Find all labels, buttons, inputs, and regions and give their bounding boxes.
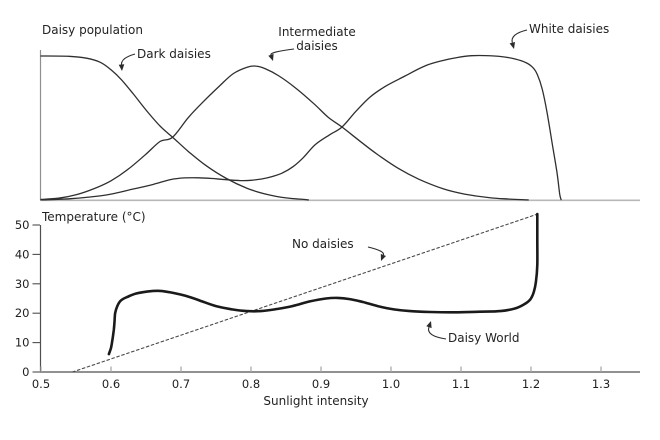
curve-white-daisies [40,54,562,201]
arrow-line-intermediate-daisies [270,48,295,55]
white-daisies-label: White daisies [529,22,610,36]
x-axis-title: Sunlight intensity [263,394,369,408]
arrow-line-dark-daisies [120,53,136,65]
top-panel-axis-title: Daisy population [42,23,143,37]
x-tick-label-0.7: 0.7 [172,377,190,391]
arrow-line-daisy-world [427,327,447,340]
y-tick-label-40: 40 [15,247,30,261]
x-tick-label-1.0: 1.0 [382,377,400,391]
y-tick-label-0: 0 [22,365,29,379]
x-tick-label-0.8: 0.8 [242,377,260,391]
daisy-world-label: Daisy World [448,331,520,345]
curve-no-daisies [71,213,538,373]
intermediate-daisies-label: Intermediate daisies [272,25,362,53]
arrow-head-intermediate-daisies [268,53,274,61]
curve-daisy-world [107,212,539,356]
curve-dark-daisies [40,55,310,201]
intermediate-daisies-label-line1: Intermediate [278,25,356,39]
x-tick-label-0.9: 0.9 [312,377,330,391]
x-tick-label-1.1: 1.1 [452,377,470,391]
x-tick-label-1.3: 1.3 [592,377,610,391]
x-tick-label-1.2: 1.2 [522,377,540,391]
intermediate-daisies-label-line2: daisies [296,39,338,53]
arrow-head-daisy-world [426,321,432,329]
arrow-line-white-daisies [511,29,528,43]
dark-daisies-label: Dark daisies [137,47,211,61]
x-tick-label-0.5: 0.5 [32,377,50,391]
y-tick-label-50: 50 [15,218,30,232]
y-tick-label-20: 20 [15,306,30,320]
curve-intermediate-daisies [40,65,529,201]
arrow-line-no-daisies [367,246,385,256]
bottom-panel-y-axis-title: Temperature (°C) [42,210,146,224]
arrow-head-white-daisies [509,42,515,49]
arrow-head-dark-daisies [118,64,125,71]
x-tick-label-0.6: 0.6 [102,377,120,391]
arrow-head-no-daisies [380,253,386,261]
y-tick-label-30: 30 [15,277,30,291]
no-daisies-label: No daisies [292,237,354,251]
y-tick-label-10: 10 [15,336,30,350]
